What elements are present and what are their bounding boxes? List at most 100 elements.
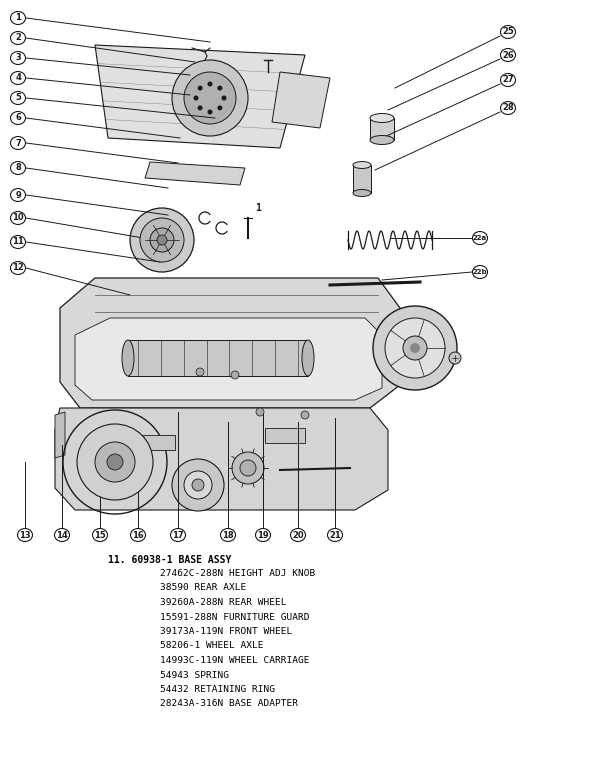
Circle shape xyxy=(184,471,212,499)
Ellipse shape xyxy=(500,25,516,39)
Text: 38590 REAR AXLE: 38590 REAR AXLE xyxy=(160,584,246,592)
Text: 6: 6 xyxy=(15,113,21,123)
Ellipse shape xyxy=(11,92,25,105)
Circle shape xyxy=(194,96,198,100)
Circle shape xyxy=(403,336,427,360)
Text: 25: 25 xyxy=(502,28,514,36)
Ellipse shape xyxy=(11,211,25,224)
Text: 7: 7 xyxy=(15,139,21,147)
Ellipse shape xyxy=(130,528,146,541)
Text: 13: 13 xyxy=(19,530,31,540)
Polygon shape xyxy=(55,412,65,458)
Text: 3: 3 xyxy=(15,53,21,62)
Text: 10: 10 xyxy=(12,214,24,223)
Polygon shape xyxy=(272,72,330,128)
Ellipse shape xyxy=(122,340,134,376)
Text: 21: 21 xyxy=(329,530,341,540)
Ellipse shape xyxy=(255,528,270,541)
Circle shape xyxy=(217,86,222,91)
Bar xyxy=(370,118,394,140)
Ellipse shape xyxy=(54,528,70,541)
Text: 39260A-288N REAR WHEEL: 39260A-288N REAR WHEEL xyxy=(160,598,287,607)
Ellipse shape xyxy=(11,188,25,201)
Ellipse shape xyxy=(500,49,516,62)
Polygon shape xyxy=(55,408,388,510)
Ellipse shape xyxy=(11,112,25,124)
Circle shape xyxy=(107,454,123,470)
Polygon shape xyxy=(75,318,382,400)
Text: 26: 26 xyxy=(502,50,514,59)
Ellipse shape xyxy=(327,528,343,541)
Ellipse shape xyxy=(11,72,25,85)
Ellipse shape xyxy=(18,528,32,541)
Bar xyxy=(353,165,371,193)
Text: 18: 18 xyxy=(222,530,234,540)
Circle shape xyxy=(256,408,264,416)
Ellipse shape xyxy=(500,73,516,86)
Ellipse shape xyxy=(302,340,314,376)
Text: 8: 8 xyxy=(15,163,21,173)
Polygon shape xyxy=(60,278,400,408)
Ellipse shape xyxy=(93,528,107,541)
Ellipse shape xyxy=(500,102,516,115)
Text: 11: 11 xyxy=(12,237,24,247)
Ellipse shape xyxy=(11,32,25,45)
Text: 22b: 22b xyxy=(473,269,487,275)
Circle shape xyxy=(184,72,236,124)
Text: 54432 RETAINING RING: 54432 RETAINING RING xyxy=(160,685,275,694)
Ellipse shape xyxy=(370,136,394,144)
Circle shape xyxy=(198,106,202,110)
Circle shape xyxy=(232,452,264,484)
Ellipse shape xyxy=(11,261,25,274)
Text: 15: 15 xyxy=(94,530,106,540)
Polygon shape xyxy=(95,45,305,148)
Ellipse shape xyxy=(353,190,371,197)
Polygon shape xyxy=(145,162,245,185)
Circle shape xyxy=(301,411,309,419)
Text: 4: 4 xyxy=(15,73,21,82)
Ellipse shape xyxy=(11,235,25,248)
Text: 12: 12 xyxy=(12,264,24,272)
Ellipse shape xyxy=(221,528,235,541)
Circle shape xyxy=(150,228,174,252)
Ellipse shape xyxy=(11,136,25,150)
Circle shape xyxy=(231,371,239,379)
Text: 17: 17 xyxy=(172,530,184,540)
Circle shape xyxy=(208,82,212,86)
Text: 22a: 22a xyxy=(473,235,487,241)
Ellipse shape xyxy=(353,161,371,169)
Circle shape xyxy=(196,368,204,376)
Text: 27: 27 xyxy=(502,76,514,85)
Text: 9: 9 xyxy=(15,190,21,200)
Text: 15591-288N FURNITURE GUARD: 15591-288N FURNITURE GUARD xyxy=(160,612,310,621)
Text: 28243A-316N BASE ADAPTER: 28243A-316N BASE ADAPTER xyxy=(160,699,298,709)
Bar xyxy=(265,428,305,443)
Ellipse shape xyxy=(473,231,487,244)
Circle shape xyxy=(449,352,461,364)
Ellipse shape xyxy=(11,12,25,25)
Text: 1: 1 xyxy=(255,203,261,213)
Ellipse shape xyxy=(370,113,394,123)
Ellipse shape xyxy=(11,52,25,65)
Text: 14: 14 xyxy=(56,530,68,540)
Ellipse shape xyxy=(171,528,185,541)
Circle shape xyxy=(157,235,167,245)
Circle shape xyxy=(95,442,135,482)
Text: 1: 1 xyxy=(15,14,21,22)
Circle shape xyxy=(130,208,194,272)
Text: 16: 16 xyxy=(132,530,144,540)
Ellipse shape xyxy=(11,161,25,174)
Circle shape xyxy=(217,106,222,110)
Circle shape xyxy=(373,306,457,390)
Text: 14993C-119N WHEEL CARRIAGE: 14993C-119N WHEEL CARRIAGE xyxy=(160,656,310,665)
Bar xyxy=(128,340,308,376)
Circle shape xyxy=(240,460,256,476)
Circle shape xyxy=(385,318,445,378)
Circle shape xyxy=(221,96,227,100)
Circle shape xyxy=(410,343,420,353)
Text: 39173A-119N FRONT WHEEL: 39173A-119N FRONT WHEEL xyxy=(160,627,292,636)
Circle shape xyxy=(140,218,184,262)
Text: 58206-1 WHEEL AXLE: 58206-1 WHEEL AXLE xyxy=(160,641,264,651)
Text: 28: 28 xyxy=(502,103,514,113)
Text: 54943 SPRING: 54943 SPRING xyxy=(160,671,229,679)
